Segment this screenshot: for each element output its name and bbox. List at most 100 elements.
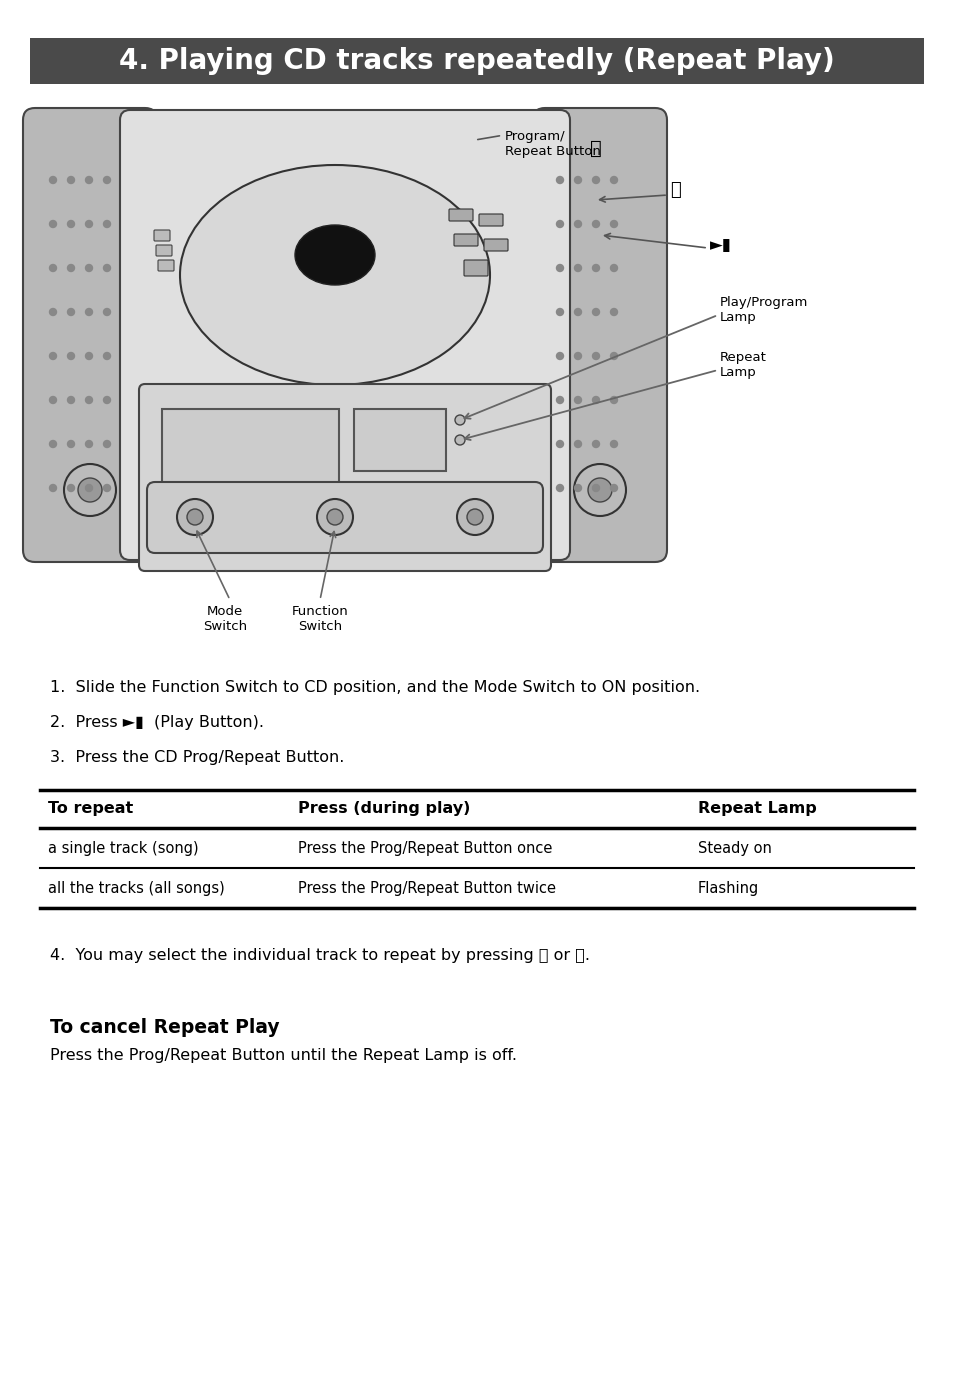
FancyBboxPatch shape xyxy=(454,234,477,246)
Circle shape xyxy=(50,177,56,184)
Circle shape xyxy=(610,220,617,227)
FancyBboxPatch shape xyxy=(158,260,173,271)
Circle shape xyxy=(187,509,203,525)
Circle shape xyxy=(103,352,111,359)
Circle shape xyxy=(86,264,92,271)
Text: all the tracks (all songs): all the tracks (all songs) xyxy=(48,881,225,895)
Circle shape xyxy=(68,397,74,404)
Circle shape xyxy=(574,309,581,316)
Text: ⏭: ⏭ xyxy=(669,181,680,199)
Circle shape xyxy=(574,177,581,184)
Text: Mode
Switch: Mode Switch xyxy=(203,606,247,633)
Circle shape xyxy=(50,352,56,359)
Circle shape xyxy=(103,397,111,404)
Circle shape xyxy=(103,177,111,184)
Circle shape xyxy=(610,440,617,447)
Circle shape xyxy=(50,309,56,316)
Text: 1.  Slide the Function Switch to CD position, and the Mode Switch to ON position: 1. Slide the Function Switch to CD posit… xyxy=(50,681,700,695)
Ellipse shape xyxy=(294,226,375,285)
Circle shape xyxy=(592,264,598,271)
Circle shape xyxy=(556,484,563,491)
Circle shape xyxy=(574,397,581,404)
FancyBboxPatch shape xyxy=(139,384,551,571)
Circle shape xyxy=(68,484,74,491)
Circle shape xyxy=(177,498,213,535)
Circle shape xyxy=(103,484,111,491)
Text: Press the Prog/Repeat Button until the Repeat Lamp is off.: Press the Prog/Repeat Button until the R… xyxy=(50,1048,517,1063)
Ellipse shape xyxy=(180,166,490,386)
Text: Press (during play): Press (during play) xyxy=(297,802,470,817)
Circle shape xyxy=(574,484,581,491)
Circle shape xyxy=(68,440,74,447)
Circle shape xyxy=(556,397,563,404)
FancyBboxPatch shape xyxy=(533,109,666,562)
FancyBboxPatch shape xyxy=(153,230,170,241)
FancyBboxPatch shape xyxy=(478,214,502,226)
Circle shape xyxy=(574,264,581,271)
Circle shape xyxy=(68,220,74,227)
Circle shape xyxy=(574,440,581,447)
Circle shape xyxy=(556,220,563,227)
Circle shape xyxy=(556,440,563,447)
Circle shape xyxy=(50,220,56,227)
Circle shape xyxy=(456,498,493,535)
Circle shape xyxy=(574,352,581,359)
Circle shape xyxy=(556,352,563,359)
Circle shape xyxy=(592,440,598,447)
Circle shape xyxy=(556,264,563,271)
Circle shape xyxy=(556,309,563,316)
Circle shape xyxy=(68,177,74,184)
Circle shape xyxy=(610,397,617,404)
Circle shape xyxy=(50,397,56,404)
Circle shape xyxy=(587,477,612,503)
FancyBboxPatch shape xyxy=(30,38,923,84)
Circle shape xyxy=(610,352,617,359)
Circle shape xyxy=(86,397,92,404)
Text: Press the Prog/Repeat Button twice: Press the Prog/Repeat Button twice xyxy=(297,881,556,895)
Circle shape xyxy=(592,220,598,227)
Circle shape xyxy=(610,264,617,271)
Text: 4.  You may select the individual track to repeat by pressing ⏭ or ⏮.: 4. You may select the individual track t… xyxy=(50,948,589,963)
Circle shape xyxy=(592,352,598,359)
Circle shape xyxy=(68,264,74,271)
Circle shape xyxy=(86,220,92,227)
Circle shape xyxy=(610,484,617,491)
Circle shape xyxy=(316,498,353,535)
Circle shape xyxy=(86,177,92,184)
Circle shape xyxy=(455,434,464,445)
Text: To repeat: To repeat xyxy=(48,802,133,817)
FancyBboxPatch shape xyxy=(162,409,338,491)
Circle shape xyxy=(50,264,56,271)
Text: Steady on: Steady on xyxy=(698,841,771,856)
FancyBboxPatch shape xyxy=(23,109,157,562)
Circle shape xyxy=(103,309,111,316)
Circle shape xyxy=(78,477,102,503)
Circle shape xyxy=(68,309,74,316)
Circle shape xyxy=(592,397,598,404)
Text: ⏮: ⏮ xyxy=(589,138,601,157)
Text: a single track (song): a single track (song) xyxy=(48,841,198,856)
FancyBboxPatch shape xyxy=(193,503,447,522)
Circle shape xyxy=(86,484,92,491)
Text: Repeat Lamp: Repeat Lamp xyxy=(698,802,816,817)
Circle shape xyxy=(574,464,625,516)
FancyBboxPatch shape xyxy=(354,409,446,470)
Circle shape xyxy=(556,177,563,184)
Text: Repeat
Lamp: Repeat Lamp xyxy=(720,351,766,379)
Text: Play/Program
Lamp: Play/Program Lamp xyxy=(720,296,807,324)
Circle shape xyxy=(103,264,111,271)
Circle shape xyxy=(50,440,56,447)
FancyBboxPatch shape xyxy=(156,245,172,256)
Circle shape xyxy=(610,309,617,316)
FancyBboxPatch shape xyxy=(463,260,488,276)
Circle shape xyxy=(592,177,598,184)
FancyBboxPatch shape xyxy=(147,482,542,553)
Circle shape xyxy=(86,440,92,447)
Circle shape xyxy=(86,309,92,316)
Text: 4. Playing CD tracks repeatedly (Repeat Play): 4. Playing CD tracks repeatedly (Repeat … xyxy=(119,47,834,75)
Circle shape xyxy=(103,220,111,227)
Circle shape xyxy=(327,509,343,525)
Text: ►▮: ►▮ xyxy=(709,237,731,253)
Circle shape xyxy=(86,352,92,359)
FancyBboxPatch shape xyxy=(483,239,507,251)
